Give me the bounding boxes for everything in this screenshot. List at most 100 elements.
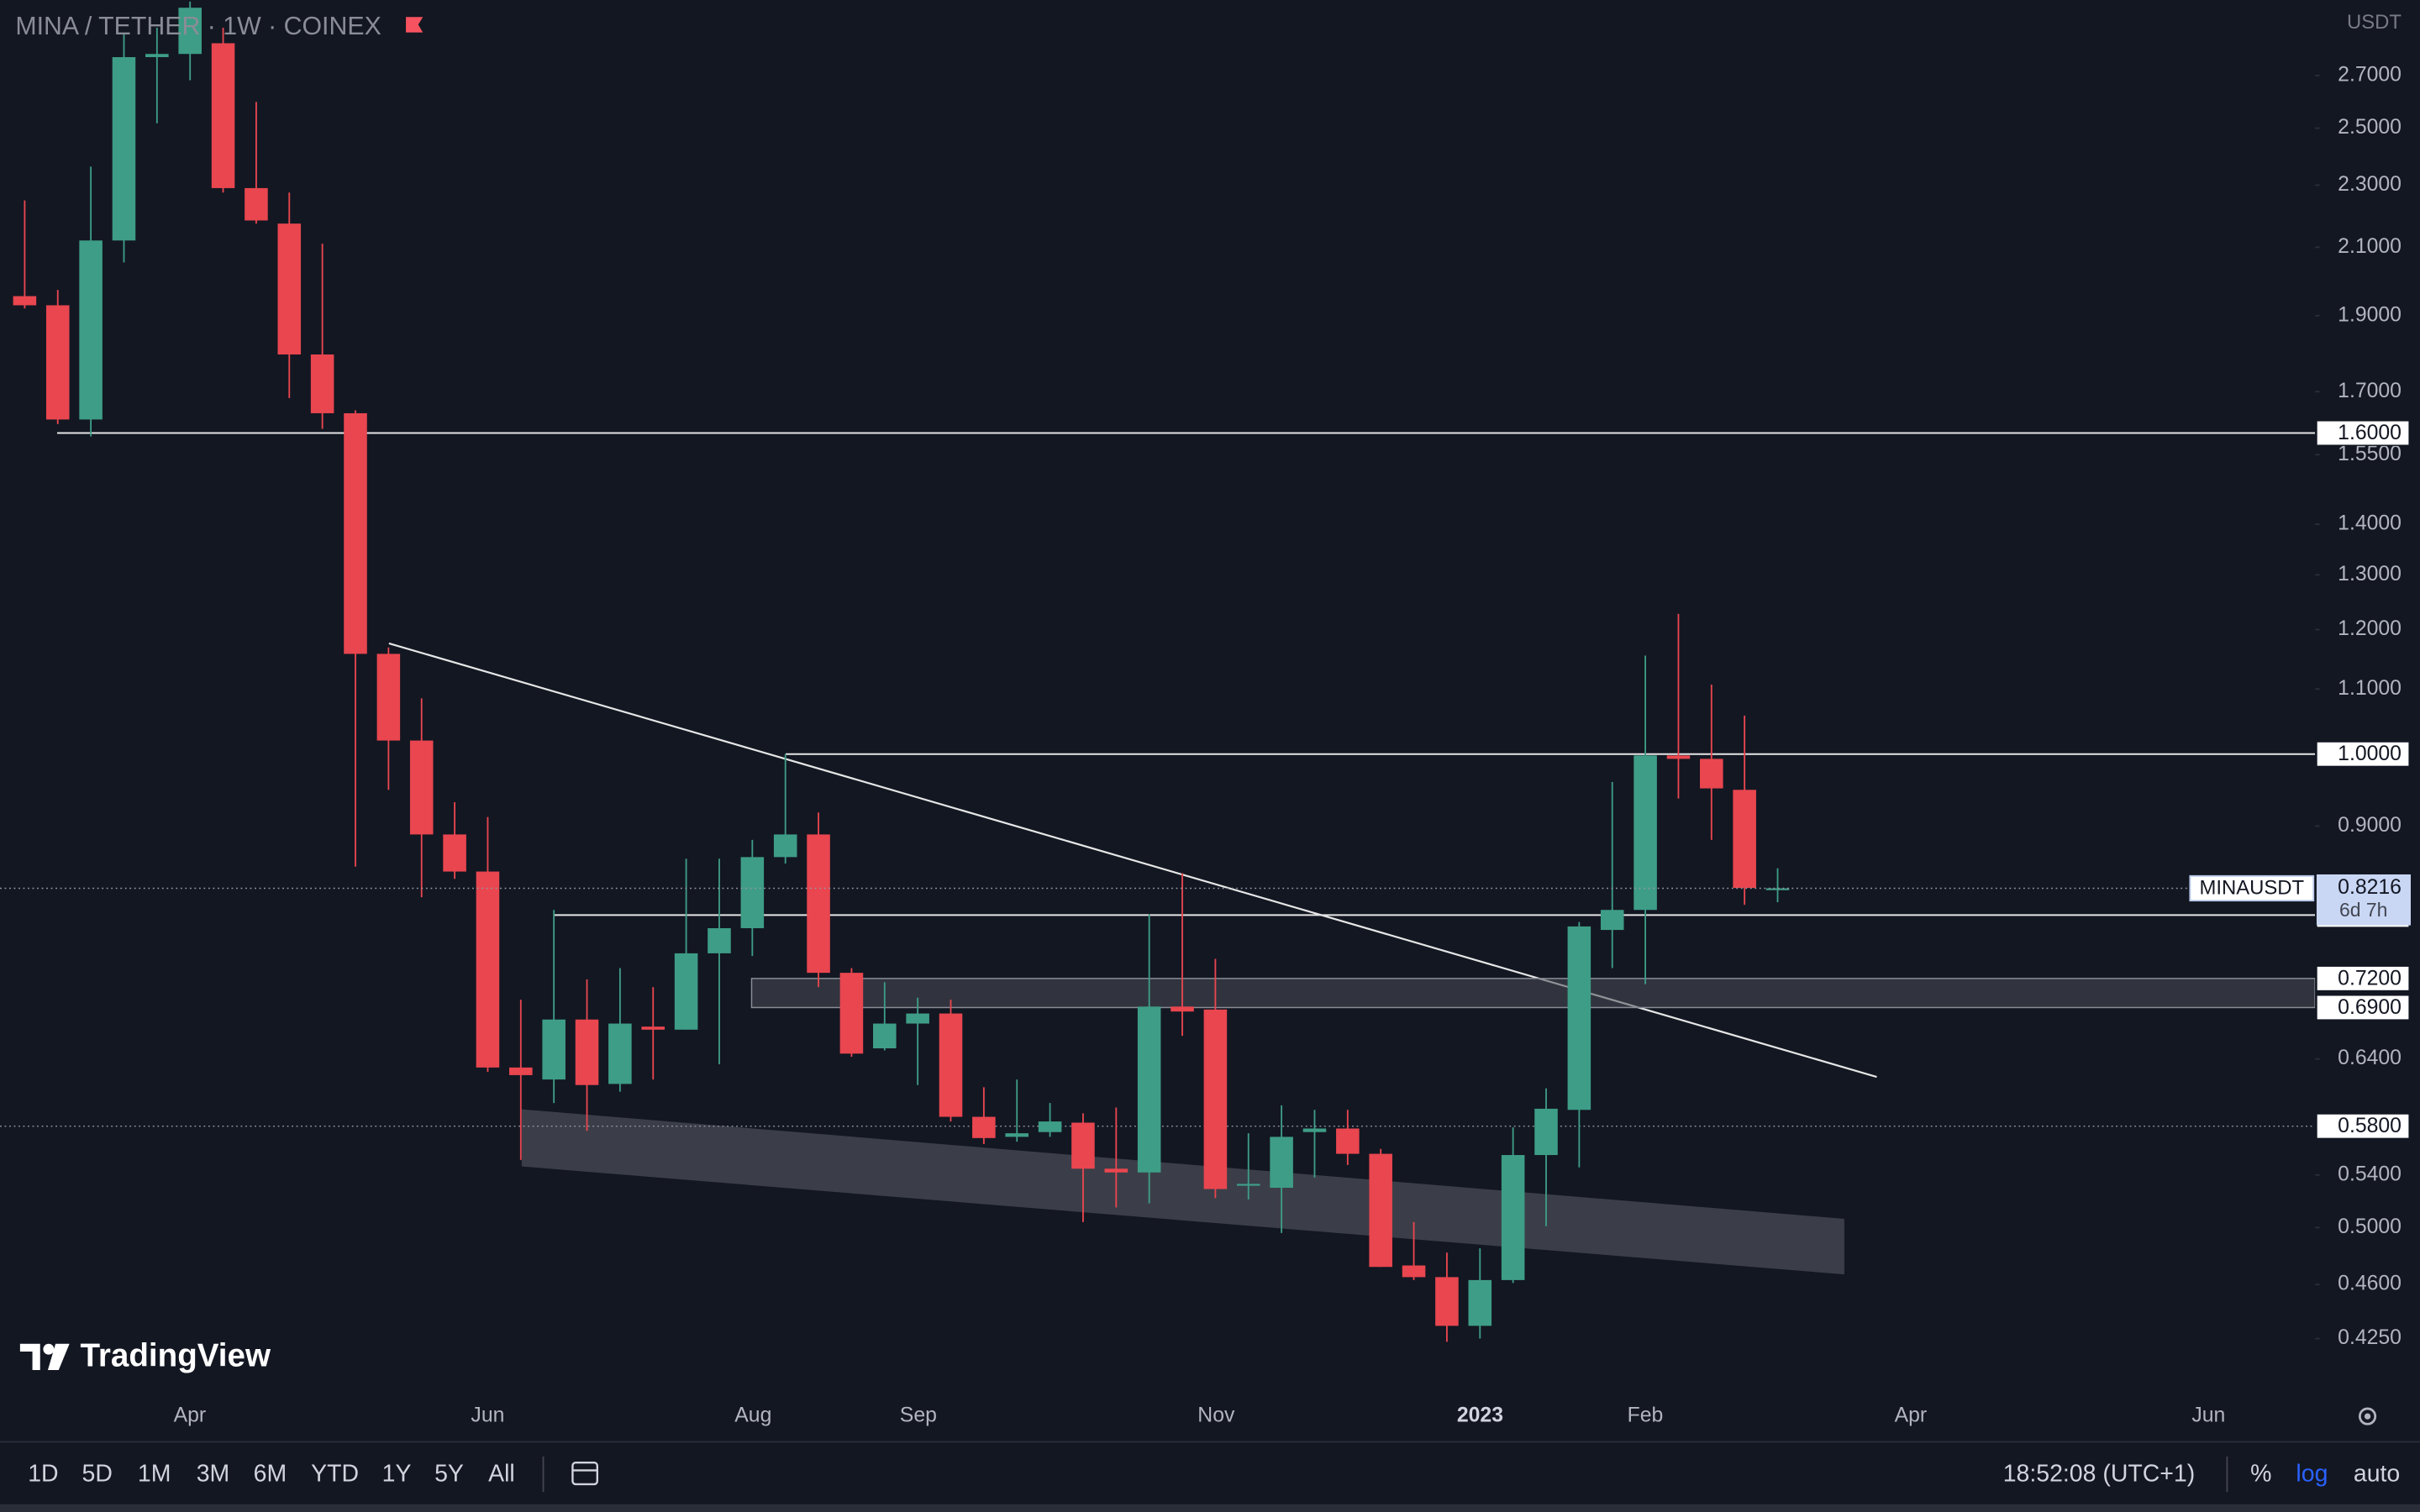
candle-body <box>1700 759 1723 789</box>
candle-body <box>1534 1108 1558 1156</box>
candle-body <box>972 1116 996 1138</box>
brand-logo <box>19 1343 70 1371</box>
candle-body <box>575 1019 599 1085</box>
y-tick-label: 0.9000 <box>2338 814 2402 837</box>
candle-body <box>45 305 70 420</box>
candle-body <box>1137 1006 1161 1173</box>
range-button[interactable]: 6M <box>254 1460 287 1487</box>
y-tick-label: 2.5000 <box>2338 116 2402 139</box>
range-button[interactable]: All <box>488 1460 515 1487</box>
y-tick-label: 1.4000 <box>2338 512 2402 535</box>
currency-label[interactable]: USDT <box>2347 11 2402 34</box>
candle-body <box>1336 1128 1360 1154</box>
level-label-box <box>2316 995 2410 1021</box>
settings-icon[interactable] <box>2358 1407 2377 1425</box>
symbol-tag-box <box>2189 874 2315 902</box>
candle-body <box>1302 1128 1327 1132</box>
percent-toggle[interactable]: % <box>2250 1460 2271 1487</box>
candle-body <box>641 1026 666 1030</box>
candle-body <box>145 54 169 58</box>
candle-body <box>211 43 235 188</box>
candle-body <box>1567 926 1591 1110</box>
candle-body <box>608 1023 632 1084</box>
date-range-icon[interactable] <box>571 1462 599 1486</box>
candle-body <box>773 834 797 858</box>
candle-body <box>409 740 434 835</box>
candle-body <box>839 973 864 1054</box>
range-button[interactable]: 1M <box>138 1460 171 1487</box>
range-button[interactable]: 5D <box>82 1460 113 1487</box>
candle-body <box>443 834 466 872</box>
range-button[interactable]: YTD <box>311 1460 359 1487</box>
symbol-title: MINA / TETHER · 1W · COINEX <box>15 13 381 40</box>
x-tick-label: Jun <box>471 1404 504 1427</box>
candle-body <box>1270 1137 1293 1188</box>
candle-body <box>906 1013 929 1024</box>
zone-drawing <box>750 978 2316 1009</box>
candle-body <box>939 1013 963 1117</box>
candle-body <box>1071 1122 1095 1169</box>
plot-area <box>0 1 2316 1342</box>
clock[interactable]: 18:52:08 (UTC+1) <box>2003 1460 2196 1487</box>
candle-body <box>1600 910 1624 931</box>
candle-body <box>1203 1009 1228 1189</box>
range-button[interactable]: 5Y <box>434 1460 464 1487</box>
y-tick-label: 1.9000 <box>2338 303 2402 326</box>
range-button[interactable]: 1D <box>28 1460 58 1487</box>
level-label-box <box>2316 1113 2410 1140</box>
y-tick-label: 1.5500 <box>2338 443 2402 465</box>
candle-body <box>13 296 37 306</box>
candle-body <box>245 187 268 221</box>
level-label: 0.6900 <box>2338 996 2402 1019</box>
level-label-box <box>2316 965 2410 992</box>
x-tick-label: Apr <box>1895 1404 1928 1427</box>
bottom-edge <box>0 1504 2420 1512</box>
candle-body <box>1733 790 1756 889</box>
y-tick-label: 1.3000 <box>2338 563 2402 585</box>
candle-body <box>1634 755 1657 911</box>
candle-body <box>310 354 334 413</box>
candle-body <box>1402 1265 1426 1278</box>
brand-name: TradingView <box>81 1338 271 1374</box>
candle-body <box>1171 1006 1194 1012</box>
candle-body <box>112 57 136 241</box>
candle-body <box>1501 1155 1525 1280</box>
x-tick-label: 2023 <box>1457 1404 1503 1427</box>
countdown-label: 6d 7h <box>2339 899 2387 921</box>
y-tick-label: 0.6400 <box>2338 1047 2402 1069</box>
range-button[interactable]: 3M <box>197 1460 230 1487</box>
level-label-box <box>2316 741 2410 768</box>
range-button[interactable]: 1Y <box>382 1460 412 1487</box>
level-label: 0.5800 <box>2338 1115 2402 1137</box>
x-tick-label: Sep <box>900 1404 937 1427</box>
y-tick-label: 0.4250 <box>2338 1326 2402 1349</box>
flag-icon[interactable] <box>406 17 424 33</box>
candle-body <box>79 240 103 420</box>
candle-body <box>344 412 367 654</box>
y-tick-label: 1.2000 <box>2338 617 2402 640</box>
level-label: 1.0000 <box>2338 743 2402 765</box>
candle-body <box>807 834 830 974</box>
candle-body <box>178 8 202 55</box>
candle-body <box>1765 888 1790 890</box>
candle-body <box>708 927 731 953</box>
y-tick-label: 2.1000 <box>2338 235 2402 258</box>
level-label-box <box>2316 420 2410 446</box>
candle-body <box>674 953 698 1030</box>
candle-body <box>873 1023 897 1049</box>
log-toggle[interactable]: log <box>2296 1460 2328 1487</box>
y-tick-label: 0.4600 <box>2338 1273 2402 1295</box>
candle-body <box>1236 1184 1260 1186</box>
candle-body <box>1666 755 1691 759</box>
candle-body <box>476 871 500 1068</box>
candle-body <box>1468 1279 1492 1326</box>
x-tick-label: Jun <box>2191 1404 2225 1427</box>
candle-body <box>277 223 302 354</box>
candle-body <box>1369 1153 1392 1268</box>
x-tick-label: Feb <box>1628 1404 1664 1427</box>
auto-toggle[interactable]: auto <box>2354 1460 2400 1487</box>
last-price-box <box>2316 874 2411 926</box>
x-tick-label: Nov <box>1197 1404 1235 1427</box>
